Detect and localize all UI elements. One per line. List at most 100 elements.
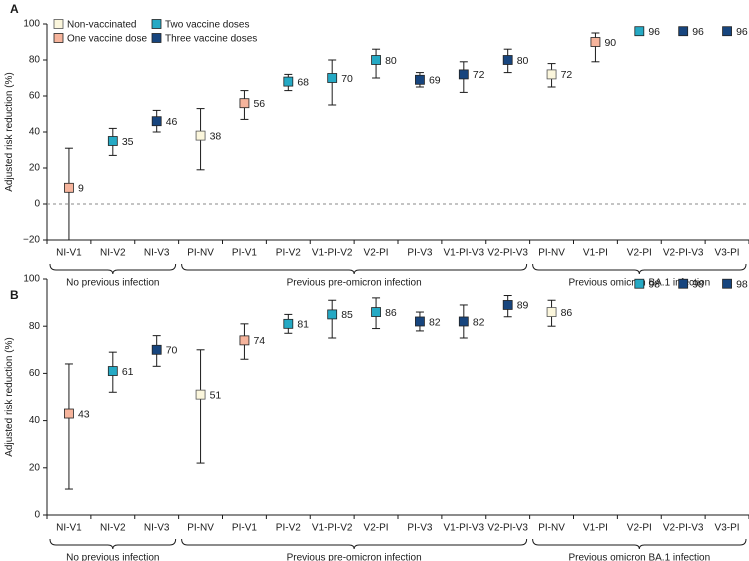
y-tick-label: 20 xyxy=(29,462,41,473)
data-point xyxy=(195,130,206,141)
x-tick-label: V2-PI-V3 xyxy=(663,248,704,259)
legend-swatch xyxy=(53,19,64,29)
x-tick-label: PI-NV xyxy=(187,523,214,534)
data-point xyxy=(239,335,250,346)
data-point xyxy=(458,316,469,327)
y-tick-label: 60 xyxy=(29,368,41,379)
x-tick-label: V1-PI-V2 xyxy=(312,248,353,259)
x-tick-label: NI-V1 xyxy=(56,523,82,534)
y-tick-label: 100 xyxy=(23,19,40,30)
data-point xyxy=(283,318,294,329)
data-label: 69 xyxy=(429,75,441,87)
data-point xyxy=(678,278,689,289)
data-point xyxy=(415,74,425,85)
data-label: 90 xyxy=(604,37,616,49)
panel-a: A −20 0 20 40 60 80 100 Adjusted risk reduction … xyxy=(4,2,749,289)
x-tick-label: V1-PI-V3 xyxy=(444,523,485,534)
x-tick-label: NI-V3 xyxy=(144,248,170,259)
data-point xyxy=(151,344,162,355)
data-point xyxy=(546,307,557,317)
y-tick-label: 80 xyxy=(29,321,41,332)
x-tick-label: V1-PI xyxy=(583,248,608,259)
data-label: 70 xyxy=(341,73,353,85)
y-tick-label: 60 xyxy=(29,91,41,102)
group-brace xyxy=(181,263,528,275)
data-label: 86 xyxy=(561,307,573,319)
data-point xyxy=(283,76,294,87)
x-tick-label: PI-V3 xyxy=(407,523,432,534)
data-point xyxy=(151,116,162,127)
y-tick-label: −20 xyxy=(23,235,40,246)
group-brace xyxy=(532,263,747,275)
legend-swatch xyxy=(151,19,162,29)
legend-swatch xyxy=(151,33,162,43)
data-label: 56 xyxy=(253,98,265,110)
x-tick-label: NI-V2 xyxy=(100,248,126,259)
data-label: 98 xyxy=(648,279,660,291)
x-tick-label: NI-V3 xyxy=(144,523,170,534)
x-tick-label: V3-PI xyxy=(715,248,740,259)
legend-label: Two vaccine doses xyxy=(165,20,250,31)
data-label: 96 xyxy=(692,26,704,38)
data-point xyxy=(502,55,513,65)
x-tick-label: V2-PI-V3 xyxy=(663,523,704,534)
data-point xyxy=(546,69,557,80)
x-tick-label: PI-NV xyxy=(538,248,565,259)
x-tick-label: PI-V2 xyxy=(276,248,301,259)
x-tick-label: PI-V1 xyxy=(232,523,257,534)
group-brace xyxy=(49,263,177,275)
legend: Non-vaccinated One vaccine dose Two vaccin… xyxy=(53,19,257,45)
data-point xyxy=(195,389,206,400)
x-tick-label: V3-PI xyxy=(715,523,740,534)
group-label: Previous pre-omicron infection xyxy=(287,278,422,289)
y-tick-label: 80 xyxy=(29,55,41,66)
data-label: 43 xyxy=(78,408,90,420)
x-tick-label: NI-V2 xyxy=(100,523,126,534)
data-label: 80 xyxy=(517,55,529,67)
x-tick-label: V2-PI xyxy=(364,523,389,534)
x-tick-label: V2-PI xyxy=(364,248,389,259)
x-tick-label: V2-PI-V3 xyxy=(487,523,528,534)
y-tick-label: 40 xyxy=(29,415,41,426)
data-label: 81 xyxy=(297,319,309,331)
x-tick-label: V1-PI-V3 xyxy=(444,248,485,259)
x-tick-label: V2-PI xyxy=(627,248,652,259)
data-point xyxy=(64,408,74,419)
data-label: 38 xyxy=(210,130,222,142)
data-point xyxy=(64,182,74,193)
data-point xyxy=(678,26,689,37)
data-label: 35 xyxy=(122,136,134,148)
group-brace xyxy=(181,538,528,550)
legend-swatch xyxy=(53,33,64,43)
data-label: 72 xyxy=(561,69,573,81)
x-tick-label: PI-NV xyxy=(187,248,214,259)
data-label: 61 xyxy=(122,366,134,378)
data-label: 82 xyxy=(429,316,441,328)
data-label: 46 xyxy=(166,116,178,128)
data-point xyxy=(371,55,381,65)
data-label: 68 xyxy=(297,76,309,88)
legend-label: Three vaccine doses xyxy=(165,34,257,45)
data-point xyxy=(327,73,338,83)
y-tick-label: 0 xyxy=(34,510,40,521)
data-label: 9 xyxy=(78,183,84,195)
data-label: 89 xyxy=(517,300,529,312)
y-axis-label: Adjusted risk reduction (%) xyxy=(4,72,15,192)
data-label: 80 xyxy=(385,55,397,67)
y-tick-label: 40 xyxy=(29,127,41,138)
data-point xyxy=(327,309,338,320)
data-label: 70 xyxy=(166,345,178,357)
data-point xyxy=(634,278,645,289)
data-label: 51 xyxy=(210,389,222,401)
panel-label: B xyxy=(10,288,19,302)
x-tick-label: V2-PI xyxy=(627,523,652,534)
data-label: 72 xyxy=(473,69,485,81)
group-label: No previous infection xyxy=(66,278,159,289)
y-axis-label: Adjusted risk reduction (%) xyxy=(4,337,15,457)
data-point xyxy=(634,26,645,37)
data-point xyxy=(371,307,381,317)
x-tick-label: V2-PI-V3 xyxy=(487,248,528,259)
data-label: 86 xyxy=(385,307,397,319)
data-label: 96 xyxy=(648,26,660,38)
